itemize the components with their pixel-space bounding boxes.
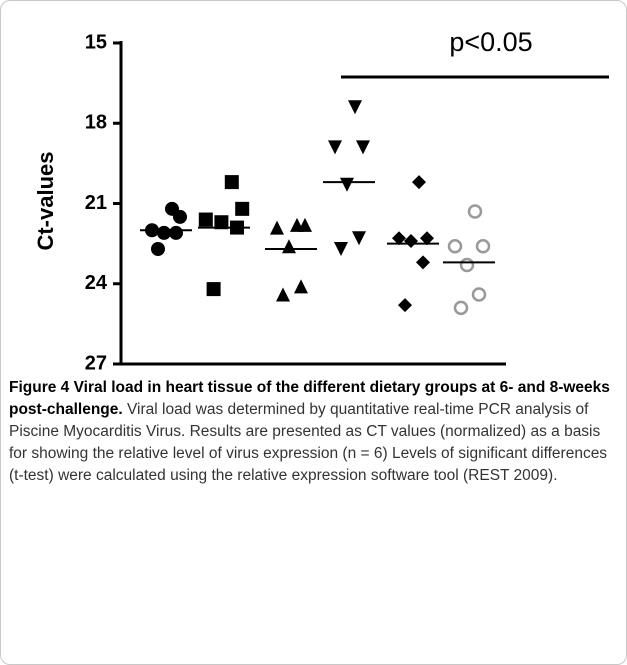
point [392,231,406,246]
x-tick-label: REF 8W [304,375,374,376]
point [447,239,463,254]
y-tick-label: 27 [85,352,107,374]
caption-label: Figure 4 Viral load in heart tissue of t… [9,379,610,418]
point [224,175,239,190]
point [348,100,362,115]
point [453,300,469,316]
point [467,204,483,219]
point [352,231,366,246]
point [404,233,418,248]
point [340,177,354,192]
x-tick-label: CMS2 6W [235,375,316,376]
point [475,239,491,254]
point [198,212,213,227]
point [356,140,370,155]
point [334,241,348,256]
point [206,282,221,297]
point [235,201,250,216]
x-tick-label: CMS1 8W [357,375,438,376]
caption-text: Viral load was determined by quantitativ… [9,401,608,484]
chart: Ct-values p<0.05 15 18 21 24 27 REF 6WCMS1 6W… [33,27,609,445]
y-tick-label: 21 [85,192,107,214]
point [420,231,434,246]
point [276,287,290,302]
annotation: p<0.05 [449,27,532,57]
point [282,239,296,254]
point [398,298,412,313]
y-axis-label: Ct-values [33,151,58,250]
y-tick-label: 24 [85,272,108,294]
point [214,215,229,230]
x-tick-label: REF 6W [121,375,191,376]
point [416,255,430,270]
y-tick-label: 18 [85,112,107,134]
point [328,140,342,155]
point [471,287,487,302]
point [298,217,312,232]
point [294,279,308,294]
point [459,257,475,273]
point [151,241,165,256]
caption: Figure 4 Viral load in heart tissue of t… [9,377,615,487]
point [157,225,171,240]
y-tick-label: 15 [85,31,107,53]
point [412,175,426,190]
point [270,220,284,235]
point [169,225,183,240]
point [173,209,187,224]
x-tick-label: CMS1 6W [168,375,249,376]
